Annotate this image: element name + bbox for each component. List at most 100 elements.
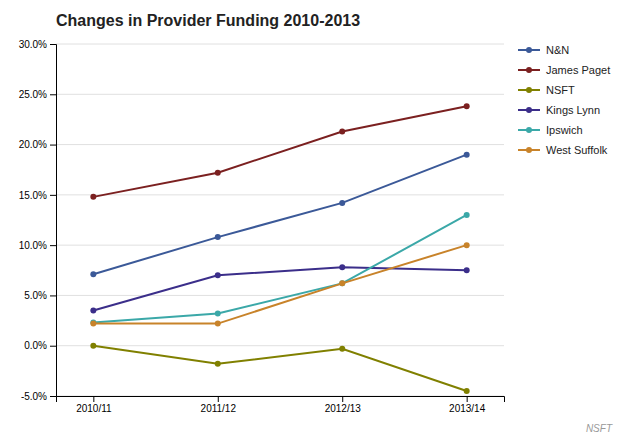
legend-item: West Suffolk — [518, 144, 608, 156]
y-tick: 20.0% — [19, 139, 56, 150]
x-tick: 2012/13 — [325, 396, 362, 414]
series-line — [93, 346, 466, 391]
y-tick-mark — [50, 44, 56, 45]
y-tick: 5.0% — [24, 290, 56, 301]
x-tick-label: 2010/11 — [76, 403, 112, 414]
series-marker — [464, 242, 470, 248]
y-tick-label: 0.0% — [24, 340, 47, 351]
series-marker — [339, 200, 345, 206]
legend-swatch-marker — [526, 47, 532, 53]
legend-label: N&N — [546, 44, 569, 56]
series-marker — [215, 234, 221, 240]
x-tick: 2011/12 — [201, 396, 237, 414]
series-line — [93, 155, 466, 275]
grid-line — [56, 94, 504, 95]
y-tick-mark — [50, 346, 56, 347]
legend-item: NSFT — [518, 84, 575, 96]
legend-label: West Suffolk — [546, 144, 608, 156]
y-tick-label: 30.0% — [19, 39, 47, 50]
y-tick-mark — [50, 195, 56, 196]
series-group — [90, 103, 469, 394]
x-tick-mark — [93, 396, 94, 402]
series-marker — [339, 280, 345, 286]
y-tick: 0.0% — [24, 340, 56, 351]
y-tick: 25.0% — [19, 89, 56, 100]
x-tick-label: 2013/14 — [449, 403, 486, 414]
y-tick: 15.0% — [19, 190, 56, 201]
x-tick: 2013/14 — [449, 396, 486, 414]
y-tick: 30.0% — [19, 39, 56, 50]
series-marker — [215, 361, 221, 367]
legend-item: N&N — [518, 44, 569, 56]
legend-label: Ipswich — [546, 124, 583, 136]
y-tick-label: 10.0% — [19, 240, 47, 251]
grid-line — [56, 345, 504, 346]
series-marker — [339, 128, 345, 134]
y-tick-mark — [50, 295, 56, 296]
y-tick-label: 25.0% — [19, 89, 47, 100]
series-marker — [90, 321, 96, 327]
series-marker — [215, 321, 221, 327]
series-marker — [464, 267, 470, 273]
y-tick-mark — [50, 396, 56, 397]
x-axis-line — [57, 397, 505, 403]
legend: N&N James Paget NSFT Kings Lynn Ipswich West … — [518, 44, 610, 156]
series-marker — [464, 103, 470, 109]
series-marker — [90, 194, 96, 200]
legend-swatch-marker — [526, 107, 532, 113]
y-tick-label: -5.0% — [21, 391, 47, 402]
y-tick-mark — [50, 145, 56, 146]
y-tick: 10.0% — [19, 240, 56, 251]
x-tick-label: 2012/13 — [325, 403, 362, 414]
legend-item: Ipswich — [518, 124, 583, 136]
series-marker — [464, 152, 470, 158]
y-tick-label: 5.0% — [24, 290, 47, 301]
plot: -5.0% 0.0% 5.0% 10.0% 15.0% 20.0% 25.0% 30.0% 20… — [19, 39, 505, 414]
series-marker — [339, 280, 345, 286]
legend-label: Kings Lynn — [546, 104, 600, 116]
legend-label: James Paget — [546, 64, 610, 76]
series-marker — [215, 170, 221, 176]
legend-item: Kings Lynn — [518, 104, 600, 116]
legend-label: NSFT — [546, 84, 575, 96]
series-marker — [215, 272, 221, 278]
grid — [56, 44, 504, 396]
series-marker — [464, 212, 470, 218]
legend-item: James Paget — [518, 64, 610, 76]
series-marker — [339, 346, 345, 352]
watermark: NSFT — [586, 423, 613, 434]
legend-swatch-marker — [526, 127, 532, 133]
series-marker — [90, 308, 96, 314]
y-tick-label: 15.0% — [19, 190, 47, 201]
grid-line — [56, 194, 504, 195]
grid-line — [56, 295, 504, 296]
series-marker — [215, 311, 221, 317]
grid-line — [56, 245, 504, 246]
series-line — [93, 106, 466, 197]
x-tick-mark — [467, 396, 468, 402]
series-marker — [339, 264, 345, 270]
series-marker — [90, 343, 96, 349]
y-axis: -5.0% 0.0% 5.0% 10.0% 15.0% 20.0% 25.0% 30.0% — [19, 39, 57, 402]
series-line — [93, 245, 466, 323]
y-tick-label: 20.0% — [19, 139, 47, 150]
legend-swatch-marker — [526, 147, 532, 153]
x-tick-label: 2011/12 — [201, 403, 237, 414]
y-tick-mark — [50, 94, 56, 95]
title: Changes in Provider Funding 2010-2013 — [56, 12, 360, 29]
legend-swatch-marker — [526, 67, 532, 73]
y-tick-mark — [50, 245, 56, 246]
x-axis: 2010/11 2011/12 2012/13 2013/14 — [57, 396, 505, 414]
x-tick-mark — [342, 396, 343, 402]
series-marker — [90, 271, 96, 277]
grid-line — [56, 44, 504, 45]
grid-line — [56, 144, 504, 145]
series-marker — [464, 388, 470, 394]
chart: -5.0% 0.0% 5.0% 10.0% 15.0% 20.0% 25.0% 30.0% 20… — [0, 0, 624, 440]
series-line — [93, 215, 466, 323]
y-tick: -5.0% — [21, 391, 56, 402]
x-tick-mark — [218, 396, 219, 402]
y-axis-line — [50, 45, 57, 397]
legend-swatch-marker — [526, 87, 532, 93]
x-tick: 2010/11 — [76, 396, 112, 414]
